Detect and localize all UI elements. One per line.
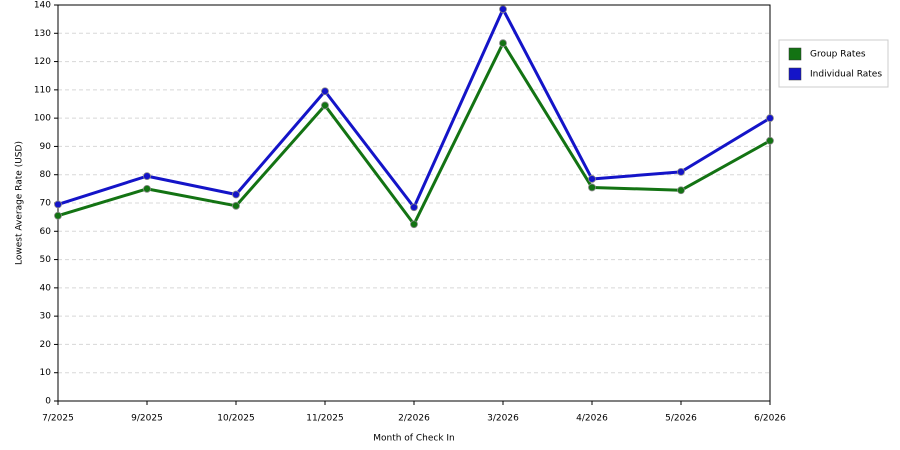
x-tick-label: 9/2025 <box>131 414 163 424</box>
data-point <box>766 136 774 145</box>
y-tick-label: 130 <box>34 29 51 39</box>
data-point <box>232 190 240 199</box>
y-tick-label: 80 <box>40 170 52 180</box>
data-point <box>410 203 418 212</box>
y-tick-label: 70 <box>40 199 52 209</box>
x-tick-label: 3/2026 <box>487 414 519 424</box>
y-tick-label: 140 <box>34 1 51 11</box>
data-point <box>232 201 240 210</box>
data-point <box>321 101 329 110</box>
series-line <box>57 7 771 209</box>
data-point <box>54 211 62 220</box>
y-tick-label: 50 <box>40 255 52 265</box>
data-point <box>321 87 329 96</box>
legend-label: Group Rates <box>810 50 866 60</box>
x-tick-label: 5/2026 <box>665 414 697 424</box>
legend-label: Individual Rates <box>810 70 882 80</box>
y-tick-label: 0 <box>45 397 51 407</box>
y-tick-label: 10 <box>40 368 52 378</box>
data-point <box>143 172 151 181</box>
y-tick-label: 120 <box>34 57 51 67</box>
legend-swatch <box>788 47 802 61</box>
data-point <box>410 220 418 229</box>
data-point <box>499 39 507 48</box>
y-tick-label: 40 <box>40 283 52 293</box>
data-point <box>588 175 596 183</box>
y-axis-label: Lowest Average Rate (USD) <box>15 141 25 265</box>
y-tick-label: 60 <box>40 227 52 237</box>
x-axis-label: Month of Check In <box>373 434 455 444</box>
data-point <box>677 167 685 176</box>
data-point <box>588 183 596 192</box>
series-line <box>57 41 771 226</box>
y-tick-label: 90 <box>40 142 52 152</box>
y-tick-label: 30 <box>40 312 52 322</box>
legend-swatch <box>788 67 802 81</box>
data-point <box>499 5 507 14</box>
data-point <box>54 200 62 209</box>
x-tick-label: 10/2025 <box>217 414 254 424</box>
x-tick-label: 7/2025 <box>42 414 74 424</box>
data-point <box>143 184 151 193</box>
x-tick-label: 6/2026 <box>754 414 786 424</box>
x-tick-label: 4/2026 <box>576 414 608 424</box>
x-tick-label: 11/2025 <box>306 414 343 424</box>
y-tick-label: 100 <box>34 114 51 124</box>
y-tick-label: 110 <box>34 85 51 95</box>
data-point <box>677 186 685 195</box>
x-tick-label: 2/2026 <box>398 414 430 424</box>
data-point <box>766 114 774 123</box>
y-tick-label: 20 <box>40 340 52 350</box>
